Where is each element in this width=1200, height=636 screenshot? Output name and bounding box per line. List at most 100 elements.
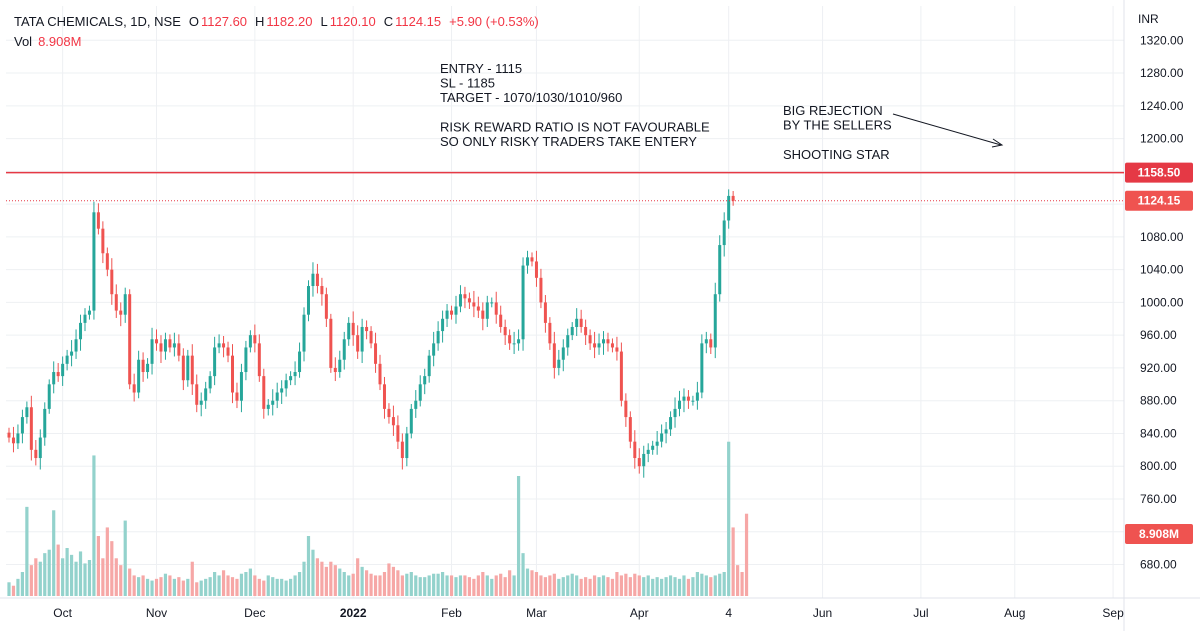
candle-body (458, 294, 462, 307)
trade-plan-line: SO ONLY RISKY TRADERS TAKE ENTERY (440, 134, 697, 149)
symbol-title[interactable]: TATA CHEMICALS, 1D, NSE (14, 14, 181, 29)
volume-bar (338, 568, 342, 596)
volume-label[interactable]: Vol (14, 34, 33, 49)
volume-bar (588, 578, 592, 596)
volume-bar (7, 582, 11, 596)
candle (427, 349, 431, 383)
volume-bar (400, 575, 404, 596)
candle (432, 331, 436, 367)
x-tick-label: Aug (1004, 606, 1025, 620)
candle (356, 325, 360, 359)
candle-body (526, 257, 530, 266)
candle (315, 263, 319, 294)
volume-bar (186, 578, 190, 596)
volume-bar (195, 582, 199, 596)
volume-bar (78, 551, 83, 596)
candle-body (642, 453, 646, 467)
candle (517, 329, 521, 351)
candle (530, 252, 534, 267)
y-tick-label: 800.00 (1140, 459, 1177, 473)
volume-bar (543, 577, 547, 596)
candle (476, 296, 480, 318)
volume-bar (190, 561, 194, 596)
volume-bar (423, 577, 427, 596)
candle (458, 285, 462, 313)
candle (548, 317, 552, 350)
volume-bar (414, 575, 418, 596)
candle-body (396, 425, 400, 442)
y-tick-label: 1080.00 (1140, 230, 1184, 244)
volume-bar (141, 575, 145, 596)
candle-body (552, 343, 556, 368)
candle (691, 395, 695, 406)
candle-body (575, 318, 579, 327)
volume-bar (177, 577, 181, 596)
volume-value: 8.908M (38, 34, 82, 49)
candle-body (503, 326, 507, 336)
candle (597, 333, 601, 355)
candle (271, 389, 275, 416)
candle-body (566, 335, 570, 348)
candle (494, 291, 498, 324)
volume-bar (119, 565, 123, 596)
candle (96, 203, 100, 235)
candle (338, 350, 342, 378)
candle-body (374, 343, 378, 364)
candle-body (311, 273, 315, 287)
candle-body (543, 302, 547, 323)
candle (628, 411, 632, 449)
y-tick-label: 1200.00 (1140, 132, 1184, 146)
volume-bar (213, 572, 217, 596)
volume-bar (405, 573, 409, 596)
volume-bar (722, 572, 726, 596)
candle-body (114, 294, 118, 311)
candle-body (83, 314, 87, 323)
candle (61, 356, 65, 386)
candle-body (168, 339, 172, 348)
volume-bar (516, 476, 521, 596)
volume-bar (181, 580, 185, 596)
candle-body (298, 351, 302, 373)
volume-bar (668, 575, 673, 596)
volume-bar (56, 544, 60, 596)
volume-bar (297, 572, 302, 596)
candle-body (655, 441, 659, 446)
volume-bar (38, 561, 42, 596)
candle (257, 334, 261, 382)
candle-body (324, 294, 328, 319)
y-tick-label: 760.00 (1140, 492, 1177, 506)
volume-bar (646, 575, 650, 596)
candle-body (557, 359, 561, 368)
candle (374, 332, 378, 373)
candle (445, 304, 449, 327)
candle (566, 328, 570, 356)
volume-bar (584, 577, 588, 596)
volume-bar (342, 572, 346, 596)
candle (365, 320, 369, 340)
volume-bar (704, 575, 708, 596)
candle (646, 443, 650, 463)
volume-bar (499, 573, 503, 596)
candle (289, 371, 293, 386)
candle-body (695, 392, 699, 401)
change-value: +5.90 (+0.53%) (449, 14, 539, 29)
volume-bar (472, 578, 476, 596)
candle-body (660, 433, 664, 442)
candle-body (490, 302, 494, 304)
candle (47, 379, 51, 414)
volume-bar (230, 577, 235, 596)
candle-body (289, 376, 293, 381)
candle-series (7, 189, 735, 478)
candle (396, 415, 400, 450)
candle-body (727, 195, 731, 221)
candle-body (342, 339, 346, 360)
candle (190, 344, 194, 395)
candle-body (235, 392, 239, 401)
volume-bar (378, 575, 382, 596)
candle-body (280, 388, 284, 393)
volume-bar (592, 575, 597, 596)
y-tick-label: 1280.00 (1140, 66, 1184, 80)
